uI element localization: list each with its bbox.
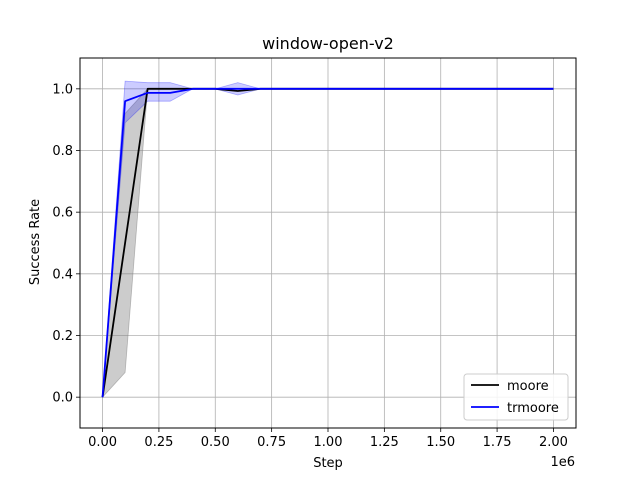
x-tick-label: 1.00 — [314, 435, 343, 450]
series-line-trmoore — [101, 87, 554, 398]
legend-label-moore: moore — [507, 379, 549, 394]
y-tick-label: 0.0 — [52, 391, 73, 406]
legend: moore trmoore — [463, 373, 569, 421]
x-tick-label: 2.00 — [539, 435, 568, 450]
x-tick-label: 0.75 — [257, 435, 286, 450]
y-tick-label: 0.8 — [52, 144, 73, 159]
series-lines — [101, 87, 554, 398]
x-tick-label: 0.25 — [144, 435, 173, 450]
x-tick-label: 1.50 — [426, 435, 455, 450]
y-tick-label: 0.4 — [52, 267, 73, 282]
x-axis-label: Step — [313, 456, 343, 471]
legend-label-trmoore: trmoore — [507, 401, 559, 416]
y-tick-label: 0.2 — [52, 329, 73, 344]
y-tick-label: 1.0 — [52, 82, 73, 97]
grid — [80, 58, 576, 428]
confidence-band-trmoore — [102, 80, 554, 398]
x-tick-label: 1.75 — [483, 435, 512, 450]
x-tick-label: 0.00 — [88, 435, 117, 450]
x-tick-label: 0.50 — [201, 435, 230, 450]
axis-ticks: 0.00 0.25 0.50 0.75 1.00 1.25 1.50 1.75 2.00 0.0 0… — [52, 82, 568, 450]
y-tick-label: 0.6 — [52, 206, 73, 221]
chart-title: window-open-v2 — [262, 34, 394, 53]
x-offset-label: 1e6 — [550, 455, 575, 470]
y-axis-label: Success Rate — [28, 199, 43, 285]
x-tick-label: 1.25 — [370, 435, 399, 450]
